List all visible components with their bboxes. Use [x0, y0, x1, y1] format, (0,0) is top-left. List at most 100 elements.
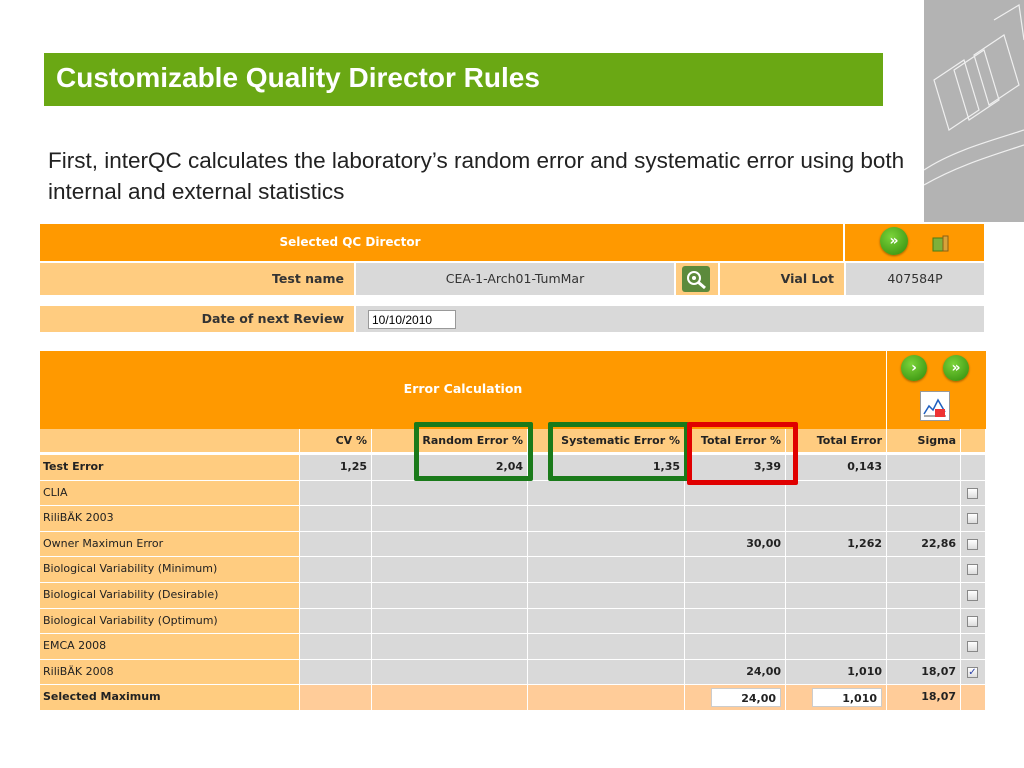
column-header: Systematic Error % [528, 429, 685, 453]
cell-cv [300, 532, 372, 557]
cell-random [372, 532, 528, 557]
column-header: Total Error % [685, 429, 786, 453]
cell-sigma [887, 609, 961, 634]
row-label: Biological Variability (Optimum) [40, 609, 300, 634]
cell-random [372, 634, 528, 660]
error-calc-actions: › » [886, 351, 986, 429]
next-icon[interactable]: › [901, 355, 927, 381]
cell-cv [300, 660, 372, 685]
cell-sigma: 18,07 [887, 660, 961, 685]
row-label: Biological Variability (Minimum) [40, 557, 300, 583]
error-calc-title: Error Calculation [403, 381, 523, 396]
row-checkbox[interactable] [967, 539, 978, 550]
cell-total [786, 634, 887, 660]
vial-lot-value: 407584P [846, 263, 984, 295]
cell-total [786, 583, 887, 609]
cell-total-pct: 30,00 [685, 532, 786, 557]
cell-sigma: 22,86 [887, 532, 961, 557]
column-header-blank [40, 429, 300, 453]
cell-total: 0,143 [786, 455, 887, 481]
selected-total-cell: 1,010 [786, 685, 887, 711]
selected-cell [528, 685, 685, 711]
cell-systematic [528, 557, 685, 583]
row-checkbox[interactable] [967, 564, 978, 575]
selected-total-input[interactable]: 1,010 [812, 688, 882, 707]
row-checkbox[interactable] [967, 488, 978, 499]
cell-random [372, 583, 528, 609]
row-checkbox[interactable]: ✓ [967, 667, 978, 678]
selected-total-pct-input[interactable]: 24,00 [711, 688, 781, 707]
vial-lot-label: Vial Lot [720, 263, 844, 295]
random-error-highlight [414, 422, 533, 481]
cell-systematic [528, 583, 685, 609]
cell-systematic [528, 481, 685, 506]
chart-icon[interactable] [920, 391, 950, 421]
checkbox-cell [961, 634, 986, 660]
qc-director-title: Selected QC Director [279, 235, 421, 249]
cell-systematic [528, 609, 685, 634]
cell-sigma [887, 481, 961, 506]
cell-systematic [528, 634, 685, 660]
checkbox-cell [961, 609, 986, 634]
cell-cv [300, 557, 372, 583]
test-settings-cell [676, 263, 718, 295]
checkbox-cell [961, 557, 986, 583]
row-checkbox[interactable] [967, 616, 978, 627]
cell-random [372, 557, 528, 583]
slide-subtitle: First, interQC calculates the laboratory… [48, 148, 905, 204]
selected-total-pct-cell: 24,00 [685, 685, 786, 711]
slide-title-bar: Customizable Quality Director Rules [44, 53, 883, 106]
cell-random [372, 481, 528, 506]
row-label: Owner Maximun Error [40, 532, 300, 557]
cell-total: 1,262 [786, 532, 887, 557]
row-label: Selected Maximum [40, 685, 300, 711]
checkbox-cell [961, 532, 986, 557]
review-date-label: Date of next Review [40, 306, 354, 332]
cell-total-pct [685, 481, 786, 506]
column-header: Sigma [887, 429, 961, 453]
cell-total-pct [685, 583, 786, 609]
checkbox-cell [961, 481, 986, 506]
checkbox-cell [961, 506, 986, 532]
cell-systematic [528, 506, 685, 532]
checkbox-cell [961, 583, 986, 609]
cell-sigma [887, 557, 961, 583]
column-header-blank [961, 429, 986, 453]
selected-sigma: 18,07 [887, 685, 961, 711]
cell-total [786, 481, 887, 506]
column-header: CV % [300, 429, 372, 453]
column-header: Random Error % [372, 429, 528, 453]
fast-forward-icon[interactable]: » [943, 355, 969, 381]
cell-cv [300, 583, 372, 609]
checkbox-cell: ✓ [961, 660, 986, 685]
cell-random [372, 609, 528, 634]
review-date-row [356, 306, 984, 332]
cell-sigma [887, 634, 961, 660]
cell-sigma [887, 506, 961, 532]
cell-systematic [528, 532, 685, 557]
cell-total-pct [685, 506, 786, 532]
row-label: RiliBÄK 2003 [40, 506, 300, 532]
test-name-label: Test name [40, 263, 354, 295]
row-checkbox[interactable] [967, 590, 978, 601]
selected-cell [961, 685, 986, 711]
row-label: Test Error [40, 455, 300, 481]
test-name-value: CEA-1-Arch01-TumMar [356, 263, 674, 295]
slide-title: Customizable Quality Director Rules [56, 62, 540, 93]
row-checkbox[interactable] [967, 513, 978, 524]
cell-total-pct [685, 609, 786, 634]
row-label: CLIA [40, 481, 300, 506]
row-checkbox[interactable] [967, 641, 978, 652]
review-date-input[interactable]: 10/10/2010 [368, 310, 456, 329]
row-label: RiliBÄK 2008 [40, 660, 300, 685]
cell-cv [300, 506, 372, 532]
row-label: EMCA 2008 [40, 634, 300, 660]
fast-forward-icon[interactable]: » [880, 227, 908, 255]
settings-search-icon[interactable] [682, 266, 710, 292]
cell-total-pct [685, 634, 786, 660]
cell-cv [300, 634, 372, 660]
cell-sigma [887, 455, 961, 481]
decorative-graphic [923, 0, 1024, 222]
cell-total [786, 557, 887, 583]
exit-icon[interactable] [931, 233, 951, 253]
